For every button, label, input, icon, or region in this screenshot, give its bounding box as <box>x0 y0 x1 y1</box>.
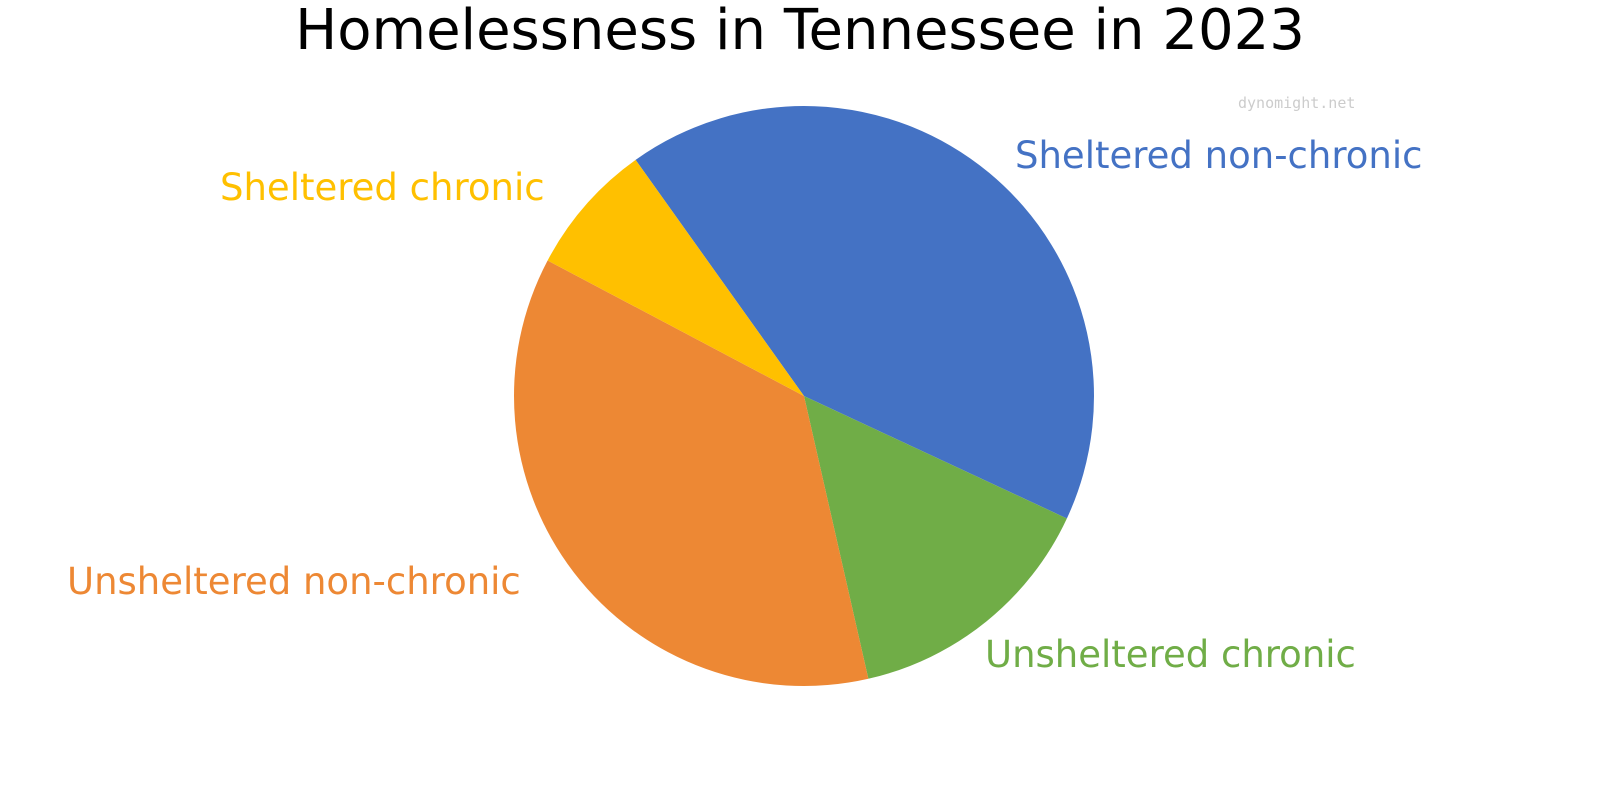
slice-label-sheltered-chronic: Sheltered chronic <box>220 166 545 209</box>
chart-title: Homelessness in Tennessee in 2023 <box>295 0 1305 63</box>
pie-slice-unsheltered-chronic <box>804 396 1067 679</box>
slice-label-unsheltered-non-chronic: Unsheltered non-chronic <box>67 560 521 603</box>
slice-label-unsheltered-chronic: Unsheltered chronic <box>985 633 1356 676</box>
slice-label-sheltered-non-chronic: Sheltered non-chronic <box>1015 134 1423 177</box>
pie-slice-sheltered-chronic <box>547 159 804 396</box>
pie-slice-sheltered-non-chronic <box>635 105 1095 519</box>
pie-slice-unsheltered-non-chronic <box>513 260 869 686</box>
watermark: dynomight.net <box>1238 94 1356 112</box>
